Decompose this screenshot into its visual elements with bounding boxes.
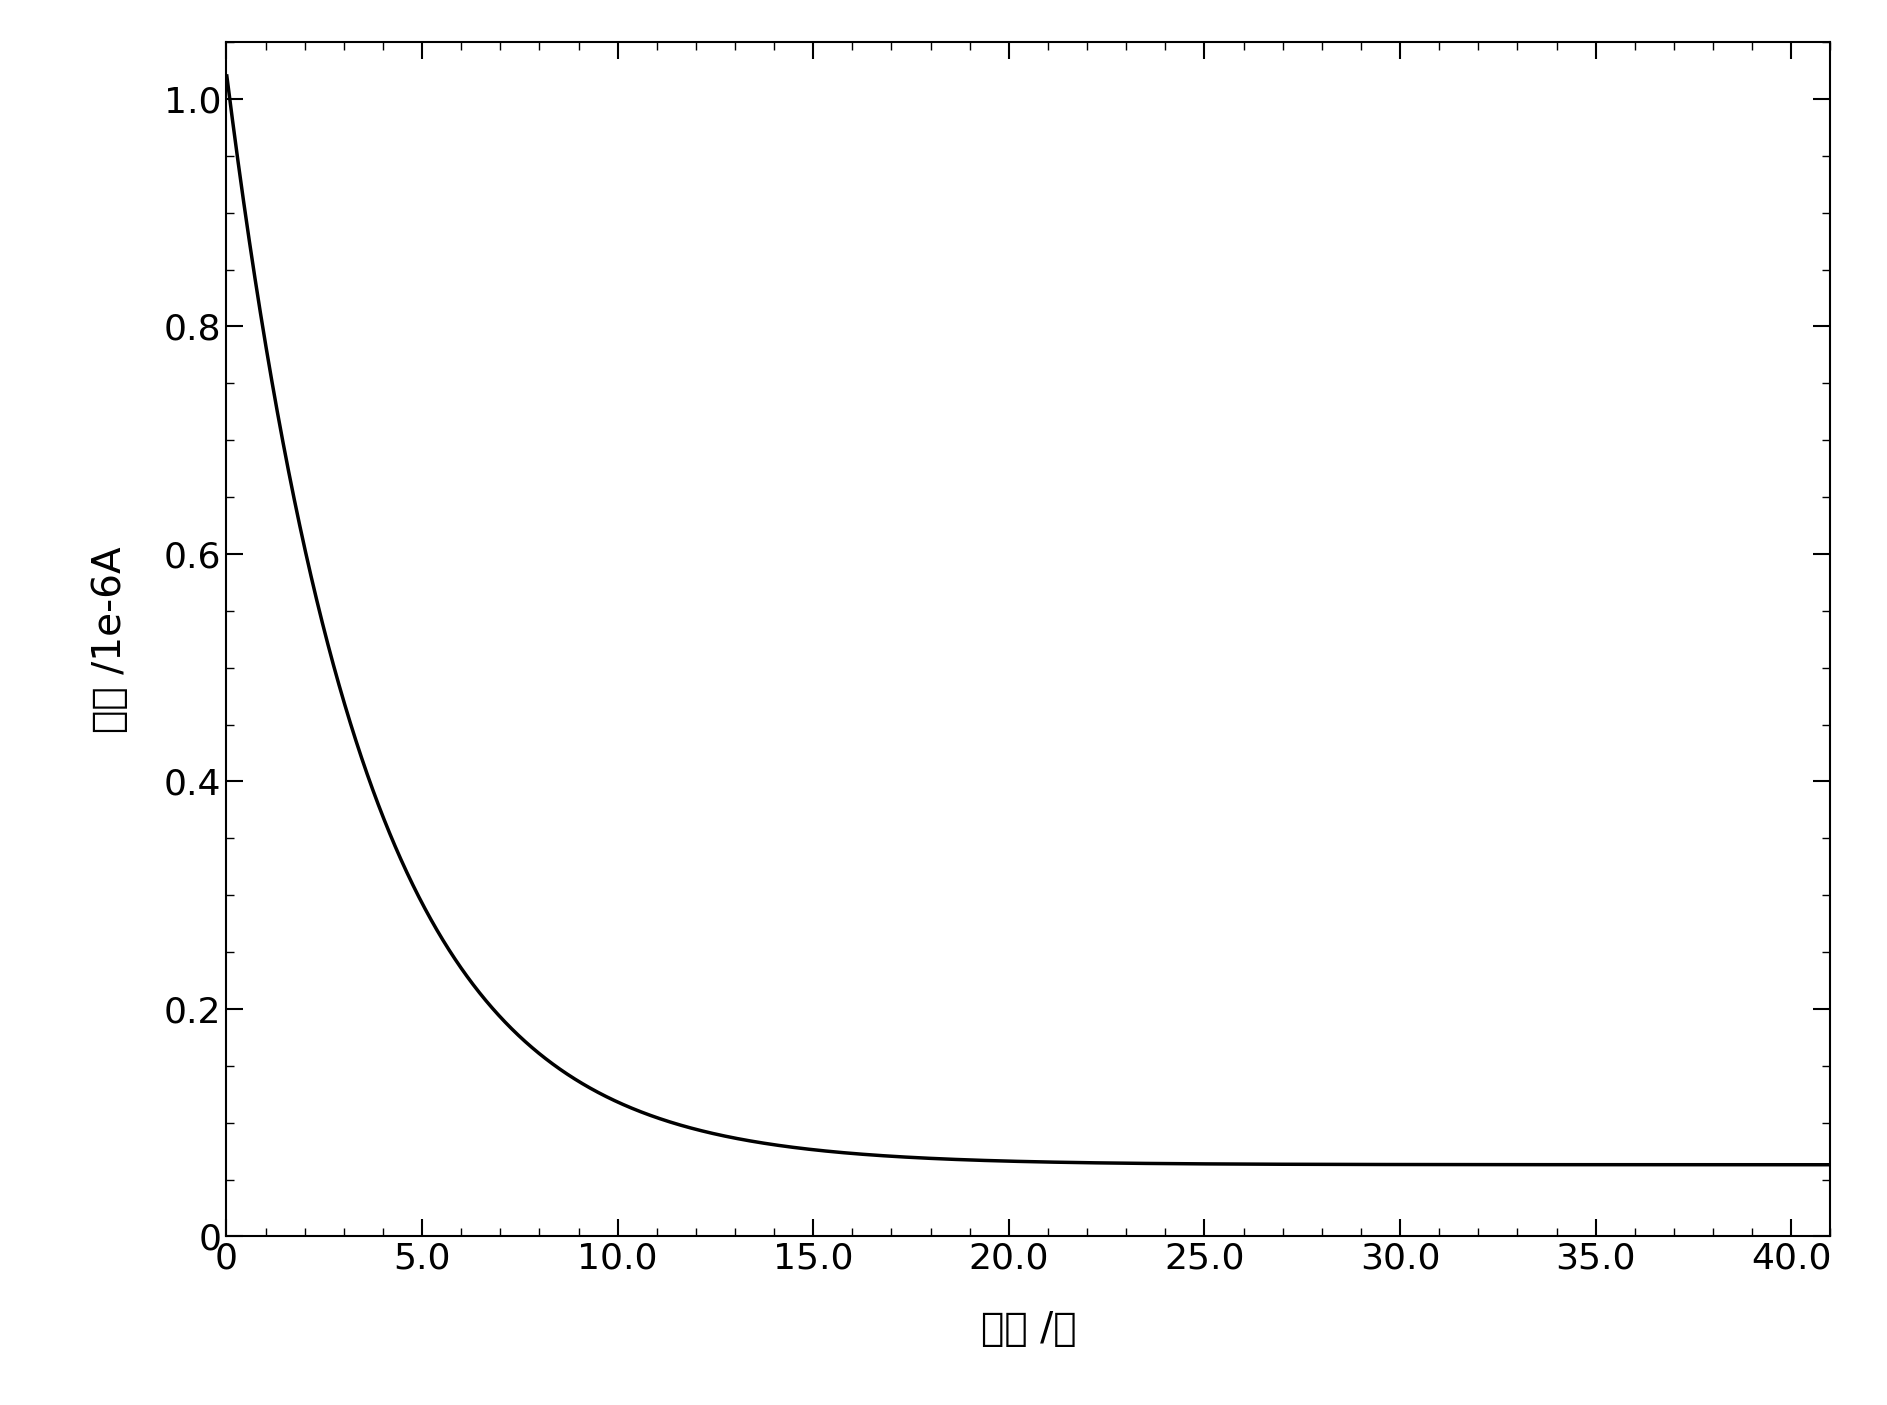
- Y-axis label: 电流 /1e-6A: 电流 /1e-6A: [91, 547, 128, 732]
- X-axis label: 时间 /秒: 时间 /秒: [981, 1309, 1076, 1347]
